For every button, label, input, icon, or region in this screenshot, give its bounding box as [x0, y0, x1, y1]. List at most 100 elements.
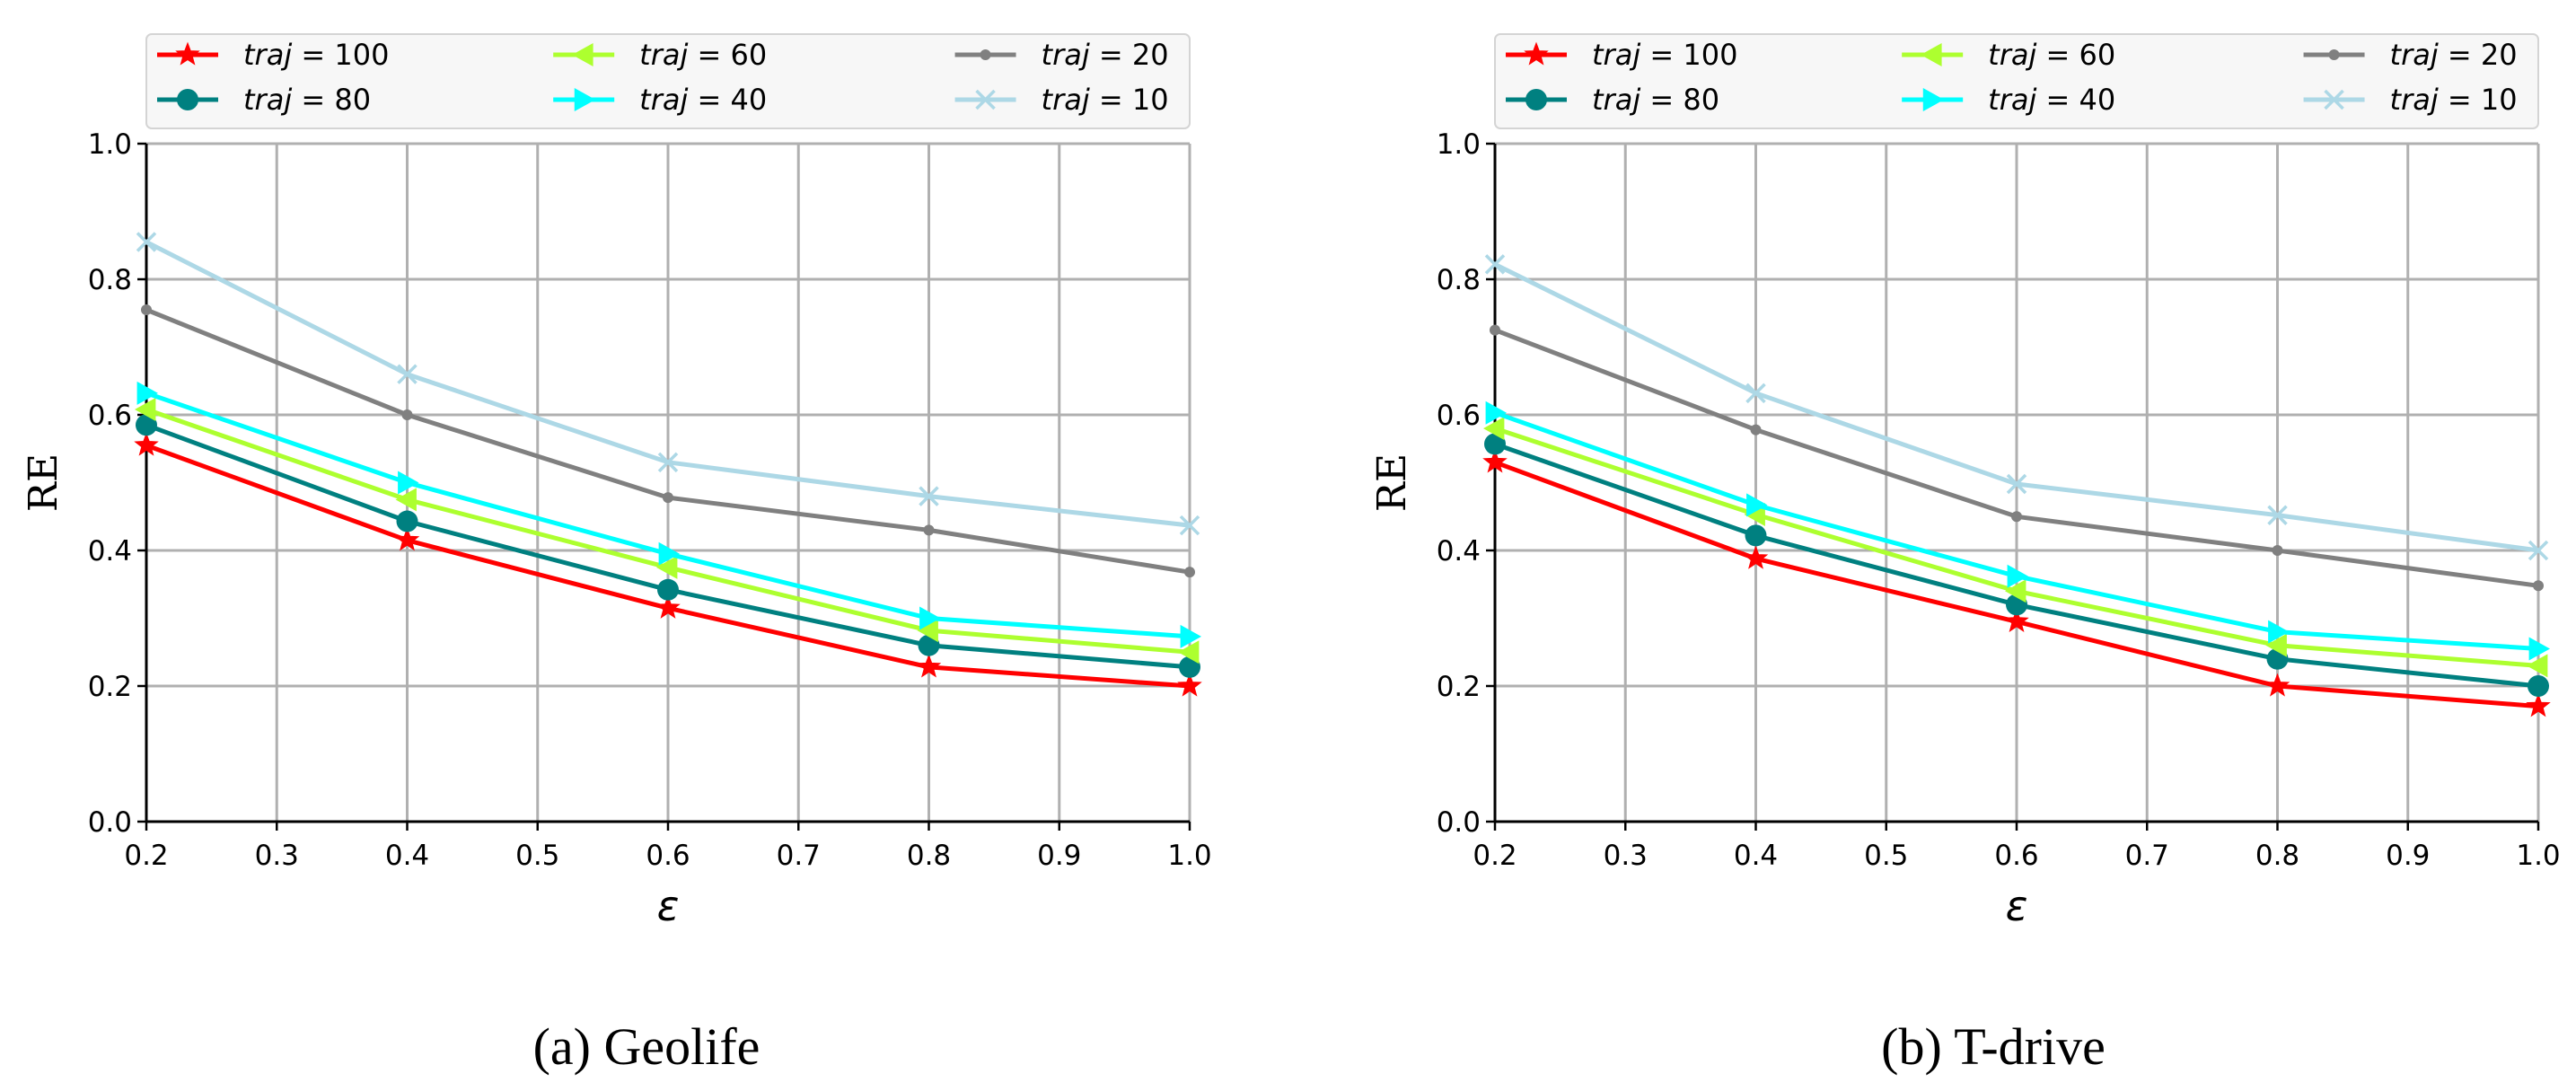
legend: traj = 100 traj = 80 traj = 60 traj = 40 tra…	[145, 33, 1191, 129]
data-point	[136, 414, 157, 436]
legend-entry-traj-20: traj = 20	[2303, 38, 2518, 72]
legend-label: traj = 60	[639, 38, 767, 72]
gridlines	[145, 142, 1191, 823]
data-point	[1180, 624, 1201, 648]
x-tick-label: 0.8	[907, 840, 951, 872]
data-point	[2004, 608, 2029, 632]
legend-box	[145, 33, 1191, 129]
data-point	[657, 452, 679, 473]
series-traj-40	[136, 381, 1201, 648]
data-point	[1184, 567, 1195, 578]
data-point	[401, 409, 413, 420]
data-point	[1746, 493, 1768, 517]
series-traj-40	[1485, 400, 2550, 661]
legend-label: traj = 40	[639, 83, 767, 117]
data-point	[655, 594, 681, 619]
data-point	[2528, 675, 2549, 697]
legend-marker	[2324, 89, 2344, 110]
legend-marker	[1921, 43, 1942, 66]
legend-label: traj = 80	[1592, 83, 1719, 117]
data-point	[1179, 655, 1200, 678]
series-traj-20	[141, 304, 1195, 578]
x-tick-label: 0.2	[1473, 840, 1517, 872]
y-tick-label: 0.8	[1437, 264, 1481, 296]
y-tick-label: 0.0	[88, 806, 132, 839]
data-point	[2268, 620, 2290, 644]
legend-entry-traj-80: traj = 80	[157, 83, 371, 117]
data-point	[2005, 579, 2027, 603]
chart-panel-2: 0.2 0.3 0.4 0.5 0.6 0.7 0.8 0.9 1.00.00.20.40.60…	[1369, 33, 2561, 1076]
data-point	[1745, 524, 1767, 547]
data-point	[2267, 505, 2288, 525]
data-point	[2528, 540, 2549, 561]
series-traj-10	[136, 232, 1200, 536]
data-point	[394, 527, 420, 551]
data-point	[657, 578, 679, 601]
series-traj-100	[1482, 449, 2551, 717]
x-tick-label: 1.0	[2516, 840, 2560, 872]
data-point	[397, 364, 418, 384]
legend-label: traj = 80	[243, 83, 371, 117]
data-point	[2011, 511, 2022, 523]
data-point	[136, 232, 157, 252]
x-tick-label: 0.6	[1994, 840, 2038, 872]
legend-entry-traj-100: traj = 100	[1506, 38, 1737, 72]
y-tick-label: 0.8	[88, 264, 132, 296]
data-point	[1179, 515, 1200, 536]
data-point	[1490, 324, 1500, 336]
x-tick-label: 0.5	[515, 840, 559, 872]
series-traj-60	[135, 397, 1200, 664]
y-tick-label: 0.4	[88, 535, 132, 567]
legend-entry-traj-10: traj = 10	[954, 83, 1169, 117]
legend-marker	[975, 89, 996, 110]
x-tick-label: 0.3	[255, 840, 299, 872]
legend: traj = 100 traj = 80 traj = 60 traj = 40 tra…	[1494, 33, 2539, 129]
x-axis-label: ε	[2006, 882, 2028, 930]
series-traj-10	[1484, 254, 2549, 561]
data-point	[1745, 383, 1766, 404]
legend-entry-traj-60: traj = 60	[553, 38, 767, 72]
y-tick-label: 1.0	[1437, 128, 1481, 161]
legend-marker	[1525, 89, 1547, 110]
y-tick-label: 0.4	[1437, 535, 1481, 567]
legend-marker	[1524, 41, 1549, 66]
y-tick-label: 0.2	[1437, 671, 1481, 703]
x-tick-label: 0.8	[2255, 840, 2299, 872]
legend-entry-traj-40: traj = 40	[1902, 83, 2115, 117]
legend-marker	[2328, 49, 2340, 60]
data-point	[2527, 654, 2548, 678]
series-traj-80	[1484, 433, 2549, 697]
x-tick-label: 0.7	[777, 840, 821, 872]
legend-label: traj = 100	[1592, 38, 1737, 72]
legend-marker	[1922, 88, 1945, 111]
legend-entry-traj-60: traj = 60	[1902, 38, 2115, 72]
legend-marker	[177, 89, 198, 110]
data-point	[2007, 564, 2028, 588]
data-point	[919, 606, 941, 630]
x-axis-label: ε	[657, 882, 680, 930]
legend-label: traj = 100	[243, 38, 389, 72]
x-tick-label: 0.7	[2125, 840, 2169, 872]
data-point	[398, 471, 419, 495]
legend-label: traj = 60	[1988, 38, 2115, 72]
data-point	[656, 555, 678, 579]
data-point	[1484, 433, 1506, 455]
data-point	[1750, 424, 1762, 436]
data-point	[1177, 673, 1202, 697]
y-axis-label: RE	[1369, 453, 1415, 512]
panel-caption: (a) Geolife	[533, 1017, 760, 1076]
data-point	[919, 486, 939, 506]
x-tick-label: 0.5	[1864, 840, 1908, 872]
series-traj-100	[134, 432, 1202, 697]
y-tick-label: 0.6	[1437, 400, 1481, 432]
y-tick-label: 0.6	[88, 400, 132, 432]
data-point	[2533, 580, 2544, 592]
data-point	[918, 634, 940, 656]
data-point	[135, 397, 156, 421]
x-tick-label: 0.2	[124, 840, 168, 872]
legend-marker	[980, 49, 991, 60]
data-point	[917, 619, 938, 643]
x-tick-label: 0.4	[385, 840, 429, 872]
data-point	[1178, 640, 1200, 664]
